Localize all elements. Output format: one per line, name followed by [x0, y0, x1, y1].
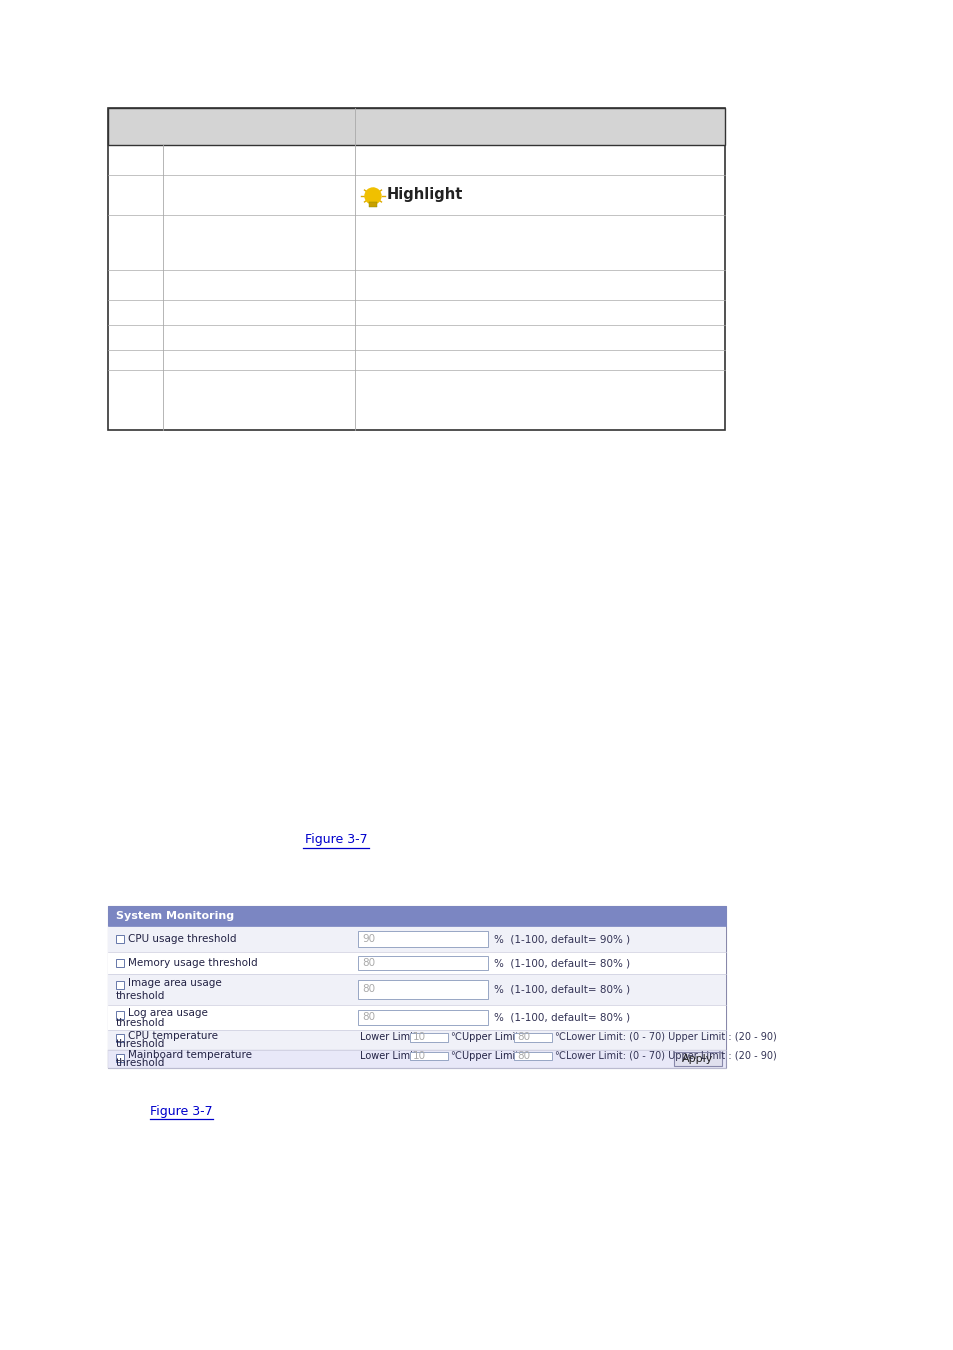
Text: Lower Limit: (0 - 70) Upper Limit : (20 - 90): Lower Limit: (0 - 70) Upper Limit : (20 …: [565, 1031, 776, 1042]
Text: Figure 3-7: Figure 3-7: [304, 833, 367, 846]
Bar: [673, 1052, 721, 1066]
Text: Upper Limit: Upper Limit: [461, 1031, 518, 1042]
Text: 90: 90: [361, 934, 375, 944]
Bar: [108, 108, 724, 144]
Text: %  (1-100, default= 90% ): % (1-100, default= 90% ): [494, 934, 630, 944]
Text: Figure 3-7: Figure 3-7: [150, 1106, 213, 1119]
Text: Lower Limit: Lower Limit: [359, 1052, 416, 1061]
Bar: [357, 980, 488, 999]
Text: CPU usage threshold: CPU usage threshold: [128, 934, 236, 944]
Text: 80: 80: [361, 1012, 375, 1022]
Bar: [116, 981, 124, 988]
Bar: [108, 1050, 725, 1068]
Text: Mainboard temperature: Mainboard temperature: [128, 1050, 252, 1060]
Text: 10: 10: [413, 1031, 426, 1042]
Text: 10: 10: [413, 1052, 426, 1061]
Bar: [108, 108, 724, 431]
Text: threshold: threshold: [116, 1018, 165, 1027]
Bar: [369, 202, 376, 207]
Text: threshold: threshold: [116, 1058, 165, 1068]
Bar: [514, 1052, 552, 1060]
Text: ℃: ℃: [450, 1052, 460, 1061]
Text: threshold: threshold: [116, 1040, 165, 1049]
Bar: [108, 1004, 725, 1030]
Text: Memory usage threshold: Memory usage threshold: [128, 958, 257, 968]
Bar: [108, 973, 725, 1004]
Bar: [357, 1010, 488, 1025]
Bar: [357, 956, 488, 969]
Bar: [108, 926, 725, 952]
Text: ℃: ℃: [450, 1031, 460, 1042]
Bar: [514, 1033, 552, 1041]
Text: threshold: threshold: [116, 991, 165, 1002]
Text: Log area usage: Log area usage: [128, 1007, 208, 1018]
Text: %  (1-100, default= 80% ): % (1-100, default= 80% ): [494, 958, 630, 968]
Text: Upper Limit: Upper Limit: [461, 1052, 518, 1061]
Bar: [410, 1052, 448, 1060]
Text: Lower Limit: Lower Limit: [359, 1031, 416, 1042]
Bar: [357, 931, 488, 946]
Bar: [116, 958, 124, 967]
Text: Highlight: Highlight: [387, 188, 463, 202]
Bar: [108, 952, 725, 973]
Text: %  (1-100, default= 80% ): % (1-100, default= 80% ): [494, 984, 630, 995]
Text: System Monitoring: System Monitoring: [116, 911, 233, 921]
Bar: [108, 1030, 725, 1050]
Bar: [116, 1054, 124, 1062]
Text: Lower Limit: (0 - 70) Upper Limit : (20 - 90): Lower Limit: (0 - 70) Upper Limit : (20 …: [565, 1052, 776, 1061]
Text: 80: 80: [517, 1031, 530, 1042]
Text: 80: 80: [361, 958, 375, 968]
Text: 80: 80: [517, 1052, 530, 1061]
Circle shape: [365, 188, 380, 204]
Bar: [116, 1034, 124, 1042]
Text: CPU temperature: CPU temperature: [128, 1031, 218, 1041]
Bar: [108, 906, 725, 1068]
Text: 80: 80: [361, 984, 375, 995]
Bar: [108, 906, 725, 926]
Text: Image area usage: Image area usage: [128, 979, 221, 988]
Bar: [410, 1033, 448, 1041]
Bar: [116, 936, 124, 944]
Bar: [108, 1050, 725, 1068]
Text: Apply: Apply: [681, 1054, 713, 1064]
Text: ℃: ℃: [554, 1052, 564, 1061]
Bar: [116, 1011, 124, 1018]
Text: ℃: ℃: [554, 1031, 564, 1042]
Text: %  (1-100, default= 80% ): % (1-100, default= 80% ): [494, 1012, 630, 1022]
